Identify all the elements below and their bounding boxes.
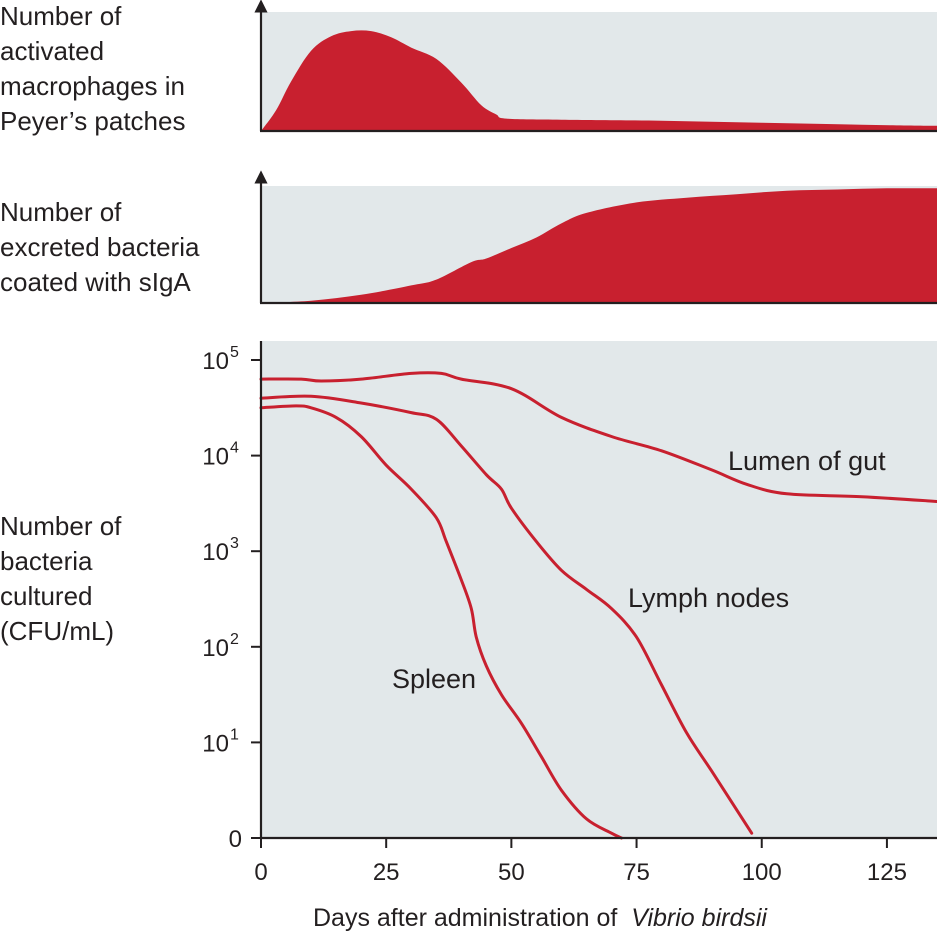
macrophage-ylabel-line: Number of bbox=[0, 1, 122, 31]
series-line-lymph bbox=[259, 394, 754, 835]
x-axis-title-italic: Vibrio birdsii bbox=[631, 904, 768, 932]
y-tick-label: 10 bbox=[202, 635, 229, 662]
siga-ylabel: Number of excreted bacteria coated with … bbox=[0, 197, 207, 297]
y-tick-exponent: 5 bbox=[230, 344, 239, 361]
y-tick-exponent: 1 bbox=[230, 726, 239, 743]
series-line-spleen bbox=[259, 404, 623, 840]
culture-ylabel-line: bacteria bbox=[0, 546, 93, 576]
siga-ylabel-line: excreted bacteria bbox=[0, 232, 200, 262]
siga-panel: Number of excreted bacteria coated with … bbox=[0, 170, 937, 305]
x-tick-label: 100 bbox=[742, 859, 782, 886]
x-tick-label: 50 bbox=[498, 859, 525, 886]
y-tick-label: 10 bbox=[202, 539, 229, 566]
macrophage-area bbox=[261, 30, 937, 131]
culture-series-group bbox=[259, 371, 937, 840]
y-tick-exponent: 3 bbox=[230, 535, 239, 552]
culture-x-ticks: 0 25 50 75 100 125 bbox=[254, 838, 907, 886]
siga-ylabel-line: coated with sIgA bbox=[0, 267, 191, 297]
x-tick-label: 125 bbox=[867, 859, 907, 886]
macrophage-ylabel: Number of activated macrophages in Peyer… bbox=[0, 1, 192, 136]
y-tick-label: 10 bbox=[202, 348, 229, 375]
x-tick-label: 25 bbox=[373, 859, 400, 886]
y-tick-label: 10 bbox=[202, 730, 229, 757]
culture-ylabel-line: (CFU/mL) bbox=[0, 616, 114, 646]
macrophage-ylabel-line: activated bbox=[0, 36, 104, 66]
y-tick-exponent: 4 bbox=[230, 440, 239, 457]
series-label-spleen: Spleen bbox=[392, 664, 476, 694]
culture-ylabel-line: Number of bbox=[0, 511, 122, 541]
macrophage-ylabel-line: macrophages in bbox=[0, 71, 185, 101]
y-tick-label: 0 bbox=[229, 826, 242, 853]
macrophage-ylabel-line: Peyer’s patches bbox=[0, 106, 185, 136]
siga-ylabel-line: Number of bbox=[0, 197, 122, 227]
y-tick-exponent: 2 bbox=[230, 631, 239, 648]
x-axis-title: Days after administration of Vibrio bird… bbox=[313, 904, 768, 932]
culture-ylabel-line: cultured bbox=[0, 581, 93, 611]
macrophage-panel: Number of activated macrophages in Peyer… bbox=[0, 0, 937, 136]
culture-ylabel: Number of bacteria cultured (CFU/mL) bbox=[0, 511, 129, 646]
x-axis-title-text: Days after administration of bbox=[313, 904, 617, 932]
y-tick-label: 10 bbox=[202, 444, 229, 471]
series-line-lumen bbox=[259, 371, 937, 503]
siga-area bbox=[261, 188, 937, 303]
x-tick-label: 0 bbox=[254, 859, 267, 886]
culture-panel-background bbox=[261, 341, 937, 838]
x-tick-label: 75 bbox=[623, 859, 650, 886]
series-label-lumen: Lumen of gut bbox=[728, 446, 886, 476]
series-label-lymph: Lymph nodes bbox=[628, 583, 789, 613]
